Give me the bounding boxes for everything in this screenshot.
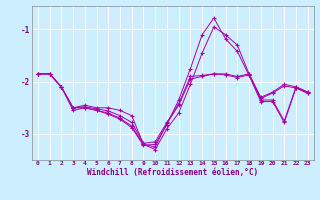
X-axis label: Windchill (Refroidissement éolien,°C): Windchill (Refroidissement éolien,°C) <box>87 168 258 177</box>
